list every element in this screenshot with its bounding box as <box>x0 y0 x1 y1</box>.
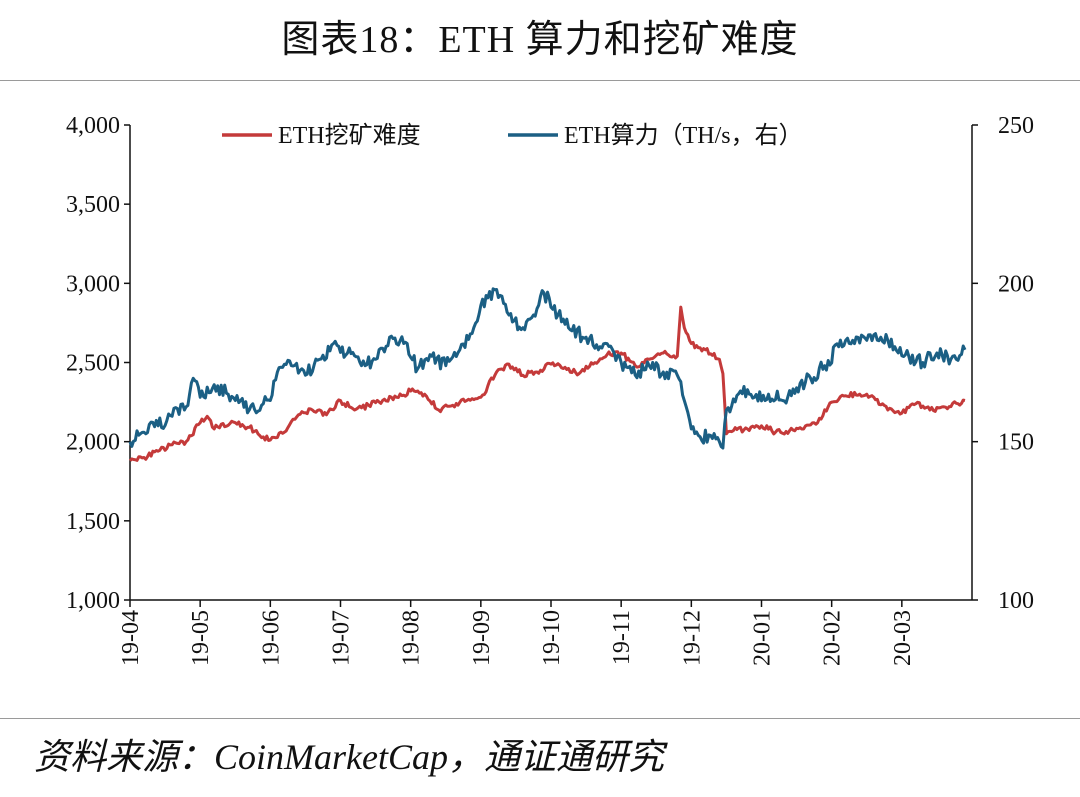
left-tick-label: 2,500 <box>66 351 120 377</box>
hashrate-line <box>128 287 967 450</box>
x-tick-label: 20-01 <box>750 610 776 666</box>
x-tick-label: 19-05 <box>188 610 214 666</box>
legend-hashrate-label: ETH算力（TH/s，右） <box>564 122 803 149</box>
right-tick-label: 150 <box>998 430 1034 456</box>
x-tick-label: 19-10 <box>539 610 565 666</box>
chart-svg: 1,000 1,500 2,000 2,500 3,000 3,500 4,000 100 15… <box>66 113 1034 666</box>
x-tick-label: 20-02 <box>820 610 846 666</box>
left-tick-label: 2,000 <box>66 430 120 456</box>
x-tick-label: 19-12 <box>679 610 705 666</box>
right-tick-label: 200 <box>998 271 1034 297</box>
left-tick-label: 1,500 <box>66 509 120 535</box>
source-note: 资料来源：CoinMarketCap，通证通研究 <box>34 737 664 777</box>
right-tick-label: 250 <box>998 113 1034 139</box>
left-tick-label: 1,000 <box>66 588 120 614</box>
x-tick-label: 19-11 <box>609 610 635 665</box>
chart-title: 图表18：ETH 算力和挖矿难度 <box>281 19 799 61</box>
x-tick-label: 19-08 <box>399 610 425 666</box>
footer-rule <box>0 718 1080 719</box>
left-tick-label: 3,000 <box>66 271 120 297</box>
header-rule <box>0 80 1080 81</box>
x-tick-label: 19-06 <box>258 610 284 666</box>
x-tick-label: 19-07 <box>329 610 355 666</box>
x-tick-label: 19-09 <box>469 610 495 666</box>
right-tick-label: 100 <box>998 588 1034 614</box>
left-tick-label: 3,500 <box>66 192 120 218</box>
left-tick-label: 4,000 <box>66 113 120 139</box>
legend-difficulty-label: ETH挖矿难度 <box>278 122 421 149</box>
x-tick-label: 19-04 <box>118 610 144 666</box>
x-tick-label: 20-03 <box>890 610 916 666</box>
difficulty-line <box>128 305 966 462</box>
